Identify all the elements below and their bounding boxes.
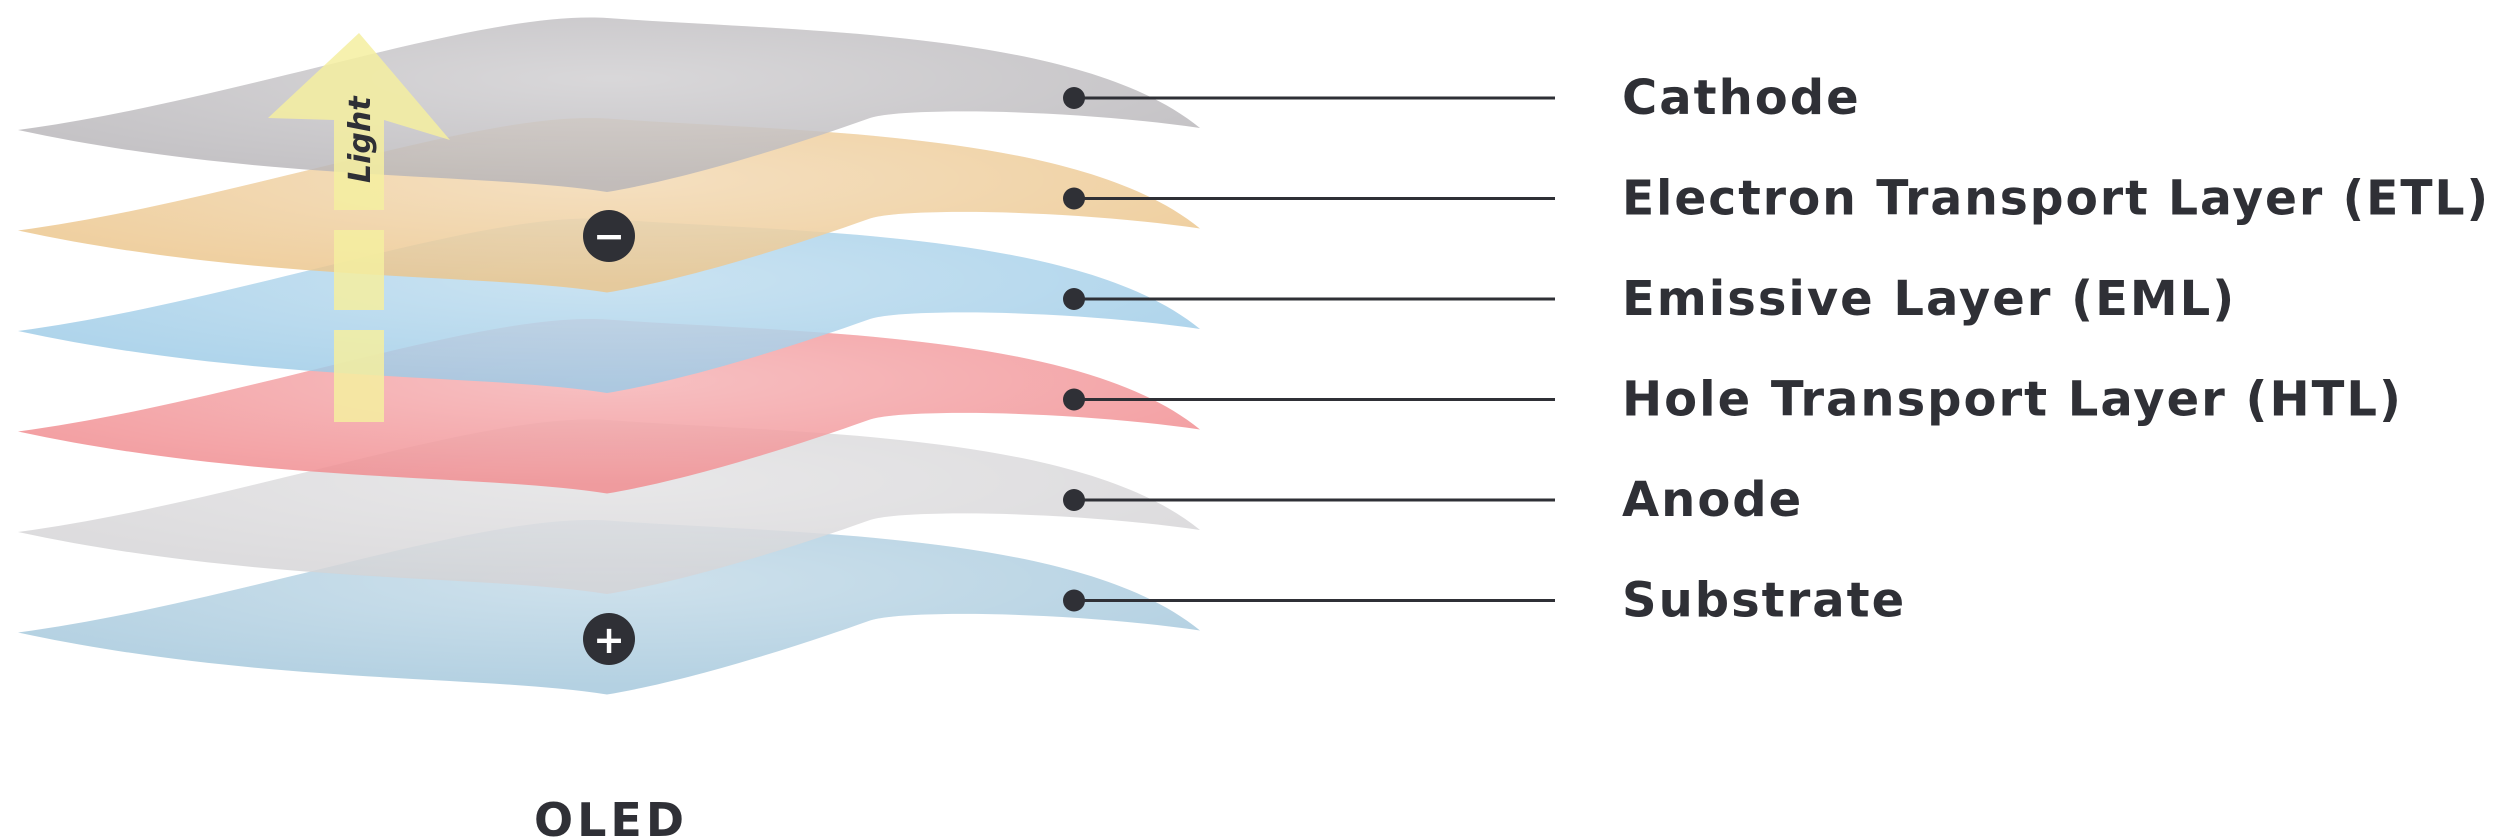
light-arrow-segment bbox=[334, 330, 384, 422]
layer-label: Emissive Layer (EML) bbox=[1622, 271, 2236, 327]
layer-label: Electron Transport Layer (ETL) bbox=[1622, 171, 2490, 227]
layer-callouts: Cathode Electron Transport Layer (ETL) Emi… bbox=[1063, 70, 2490, 629]
light-arrow-head bbox=[268, 33, 450, 210]
layer-label: Substrate bbox=[1622, 573, 1906, 629]
layer-label: Hole Transport Layer (HTL) bbox=[1622, 372, 2403, 428]
layer-sheets bbox=[18, 17, 1200, 695]
layer-sheet-sheen bbox=[18, 117, 1200, 293]
anode-terminal-circle bbox=[583, 613, 635, 665]
minus-icon: − bbox=[593, 214, 625, 258]
plus-icon: + bbox=[593, 618, 625, 662]
layer-sheet-sheen bbox=[18, 17, 1200, 192]
layer-label: Cathode bbox=[1622, 70, 1861, 126]
layer-sheet-sheen bbox=[18, 318, 1200, 494]
cathode-terminal: − bbox=[583, 210, 635, 262]
light-arrow-segment bbox=[334, 230, 384, 310]
diagram-title: OLED bbox=[534, 793, 688, 837]
layer-sheet-sheen bbox=[18, 218, 1200, 393]
anode-terminal: + bbox=[583, 613, 635, 665]
layer-sheet-sheen bbox=[18, 519, 1200, 695]
light-arrow: Light bbox=[268, 33, 450, 422]
light-label: Light bbox=[343, 95, 378, 183]
cathode-terminal-circle bbox=[583, 210, 635, 262]
layer-sheet-sheen bbox=[18, 419, 1200, 594]
layer-label: Anode bbox=[1622, 472, 1803, 528]
